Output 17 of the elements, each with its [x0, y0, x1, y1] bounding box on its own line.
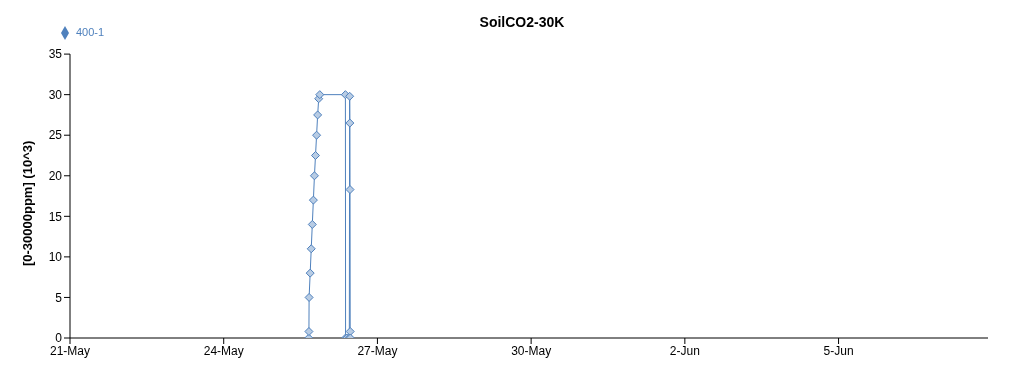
- chart-title: SoilCO2-30K: [479, 14, 565, 30]
- y-tick-label: 20: [48, 169, 63, 184]
- y-axis-title: [0-30000ppm] (10^3): [19, 140, 35, 267]
- y-tick-label: 15: [48, 209, 63, 224]
- y-tick-label: 5: [55, 290, 63, 305]
- x-tick-label: 21-May: [49, 343, 91, 358]
- x-tick-label: 24-May: [203, 343, 244, 358]
- legend-label: 400-1: [76, 26, 105, 38]
- y-tick-label: 35: [48, 47, 63, 62]
- y-tick-label: 25: [48, 128, 63, 143]
- x-tick-label: 2-Jun: [669, 343, 700, 358]
- x-tick-label: 30-May: [511, 343, 552, 358]
- x-tick-label: 5-Jun: [823, 343, 854, 358]
- y-tick-label: 30: [48, 87, 63, 102]
- y-tick-label: 10: [48, 250, 63, 265]
- y-tick-label: 0: [55, 331, 63, 346]
- x-tick-label: 27-May: [357, 343, 398, 358]
